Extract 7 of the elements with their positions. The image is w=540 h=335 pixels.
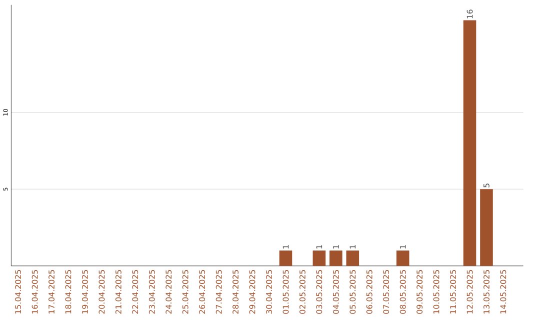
bar bbox=[279, 250, 292, 266]
bar bbox=[463, 20, 476, 266]
bar bbox=[346, 250, 360, 266]
bar bbox=[480, 189, 493, 266]
bar bbox=[330, 250, 342, 266]
bar bbox=[312, 250, 326, 266]
bar bbox=[396, 250, 410, 266]
